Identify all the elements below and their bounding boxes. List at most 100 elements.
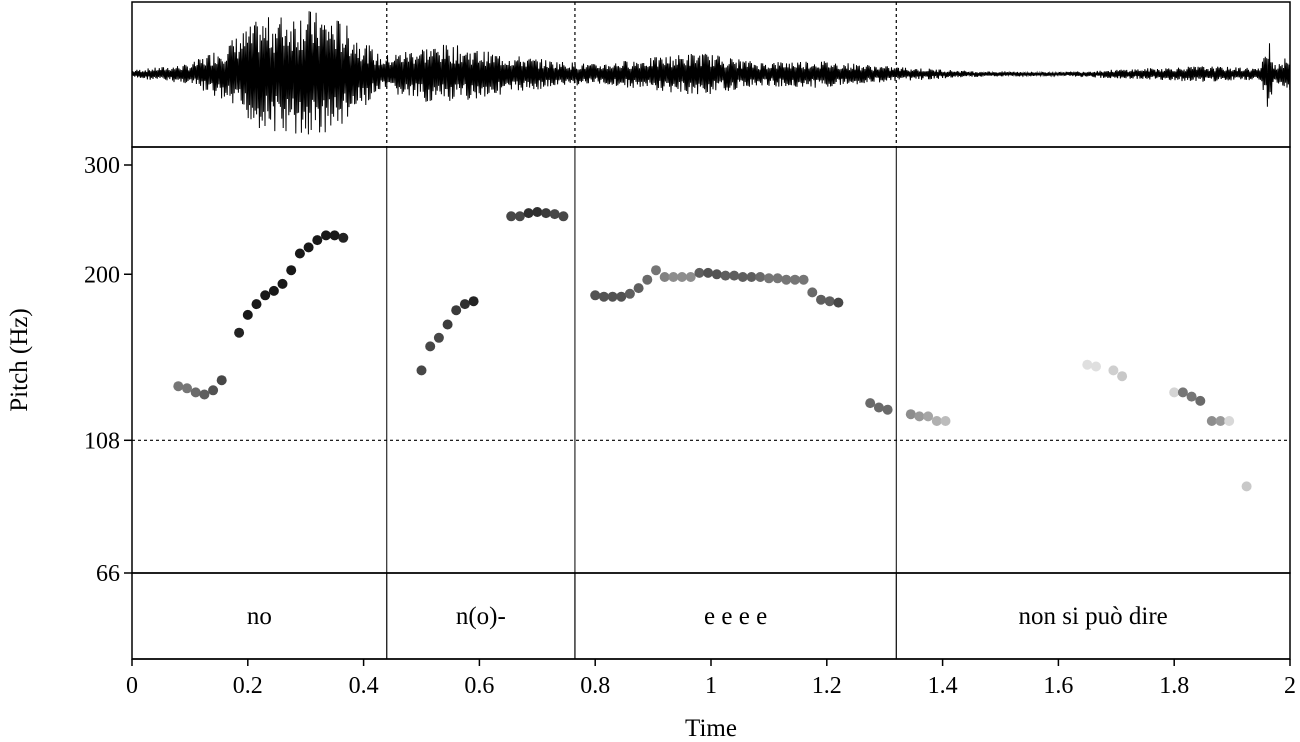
segment-tier: no n(o)- e e e e non si può dire — [247, 603, 1168, 630]
x-tick-label: 1.6 — [1043, 673, 1073, 699]
pitch-point — [1108, 365, 1119, 376]
pitch-point — [532, 207, 543, 217]
y-tick-label: 108 — [84, 428, 120, 454]
pitch-point — [873, 402, 884, 413]
segment-label: e e e e — [704, 603, 767, 630]
pitch-point — [268, 285, 279, 296]
waveform — [131, 11, 1291, 135]
pitch-point — [746, 272, 757, 282]
pitch-point — [624, 288, 635, 299]
pitch-point — [781, 274, 792, 285]
x-tick-label: 1.8 — [1159, 673, 1189, 699]
pitch-point — [1117, 371, 1128, 382]
pitch-point — [703, 267, 714, 278]
pitch-point — [633, 283, 644, 294]
pitch-point — [1177, 387, 1188, 398]
pitch-point — [642, 274, 653, 285]
pitch-point — [541, 208, 551, 219]
pitch-point — [1169, 387, 1180, 398]
pitch-point — [865, 398, 876, 409]
waveform-trace — [131, 11, 1291, 135]
x-tick-label: 0.6 — [464, 673, 494, 699]
pitch-point — [468, 296, 479, 307]
y-tick-label: 300 — [84, 153, 120, 179]
pitch-point — [940, 416, 951, 426]
pitch-point — [1186, 391, 1197, 402]
pitch-point — [598, 291, 609, 302]
pitch-point — [737, 272, 748, 282]
pitch-point — [833, 297, 844, 308]
segment-label: no — [247, 603, 272, 630]
x-tick-label: 2 — [1284, 673, 1296, 699]
pitch-point — [208, 385, 219, 396]
pitch-point — [729, 270, 740, 281]
x-tick-label: 0 — [126, 673, 138, 699]
pitch-point — [1224, 416, 1235, 426]
pitch-point — [199, 389, 210, 400]
pitch-point — [425, 341, 436, 352]
pitch-point — [294, 248, 305, 259]
pitch-point — [234, 327, 245, 338]
pitch-point — [190, 387, 201, 398]
pitch-point — [1206, 416, 1217, 426]
pitch-point — [685, 272, 696, 282]
pitch-point — [824, 296, 835, 307]
pitch-point — [549, 209, 560, 220]
pitch-panel — [131, 146, 1291, 574]
pitch-point — [451, 305, 462, 316]
x-tick-label: 0.4 — [349, 673, 379, 699]
pitch-point — [807, 287, 818, 298]
pitch-point — [182, 383, 192, 394]
pitch-point — [338, 232, 349, 243]
pitch-point — [763, 273, 774, 284]
pitch-point — [677, 272, 687, 282]
x-tick-label: 0.2 — [233, 673, 263, 699]
segment-label: n(o)- — [456, 603, 506, 630]
pitch-point — [416, 365, 427, 376]
pitch-points — [173, 207, 1252, 492]
pitch-point — [798, 274, 809, 285]
y-axis-title: Pitch (Hz) — [6, 308, 33, 411]
pitch-point — [882, 404, 893, 415]
pitch-point — [1082, 359, 1093, 370]
pitch-point — [711, 269, 722, 280]
pitch-point — [173, 381, 184, 392]
pitch-point — [772, 273, 783, 284]
pitch-point — [616, 291, 627, 302]
x-axis: 0 0.2 0.4 0.6 0.8 1 1.2 1.4 1.6 1.8 2 — [126, 658, 1296, 699]
pitch-point — [329, 230, 340, 241]
pitch-point — [931, 416, 942, 426]
x-tick-label: 1.4 — [928, 673, 958, 699]
x-tick-label: 1.2 — [812, 673, 842, 699]
pitch-point — [523, 208, 534, 219]
gridlines — [132, 2, 1290, 659]
x-axis-title: Time — [685, 715, 737, 742]
pitch-point — [558, 211, 569, 222]
pitch-point — [755, 272, 766, 282]
pitch-point — [303, 242, 314, 253]
pitch-point — [321, 230, 331, 241]
segment-label: non si può dire — [1018, 603, 1167, 630]
pitch-point — [607, 291, 618, 302]
pitch-point — [720, 270, 731, 281]
pitch-point — [260, 290, 271, 301]
pitch-point — [651, 265, 661, 276]
pitch-point — [514, 211, 525, 222]
pitch-point — [668, 272, 679, 282]
pitch-point — [242, 309, 253, 320]
pitch-point — [1215, 416, 1226, 426]
pitch-point — [277, 278, 288, 289]
pitch-point — [905, 409, 916, 420]
pitch-point — [251, 299, 262, 310]
pitch-point — [459, 299, 470, 310]
pitch-point — [590, 290, 601, 301]
y-axis: 300 200 108 66 — [84, 153, 132, 587]
pitch-point — [1195, 395, 1206, 406]
y-tick-label: 66 — [96, 561, 120, 587]
pitch-point — [506, 211, 517, 222]
x-tick-label: 1 — [705, 673, 717, 699]
pitch-point — [442, 319, 453, 330]
pitch-point — [433, 332, 444, 343]
x-tick-label: 0.8 — [580, 673, 610, 699]
